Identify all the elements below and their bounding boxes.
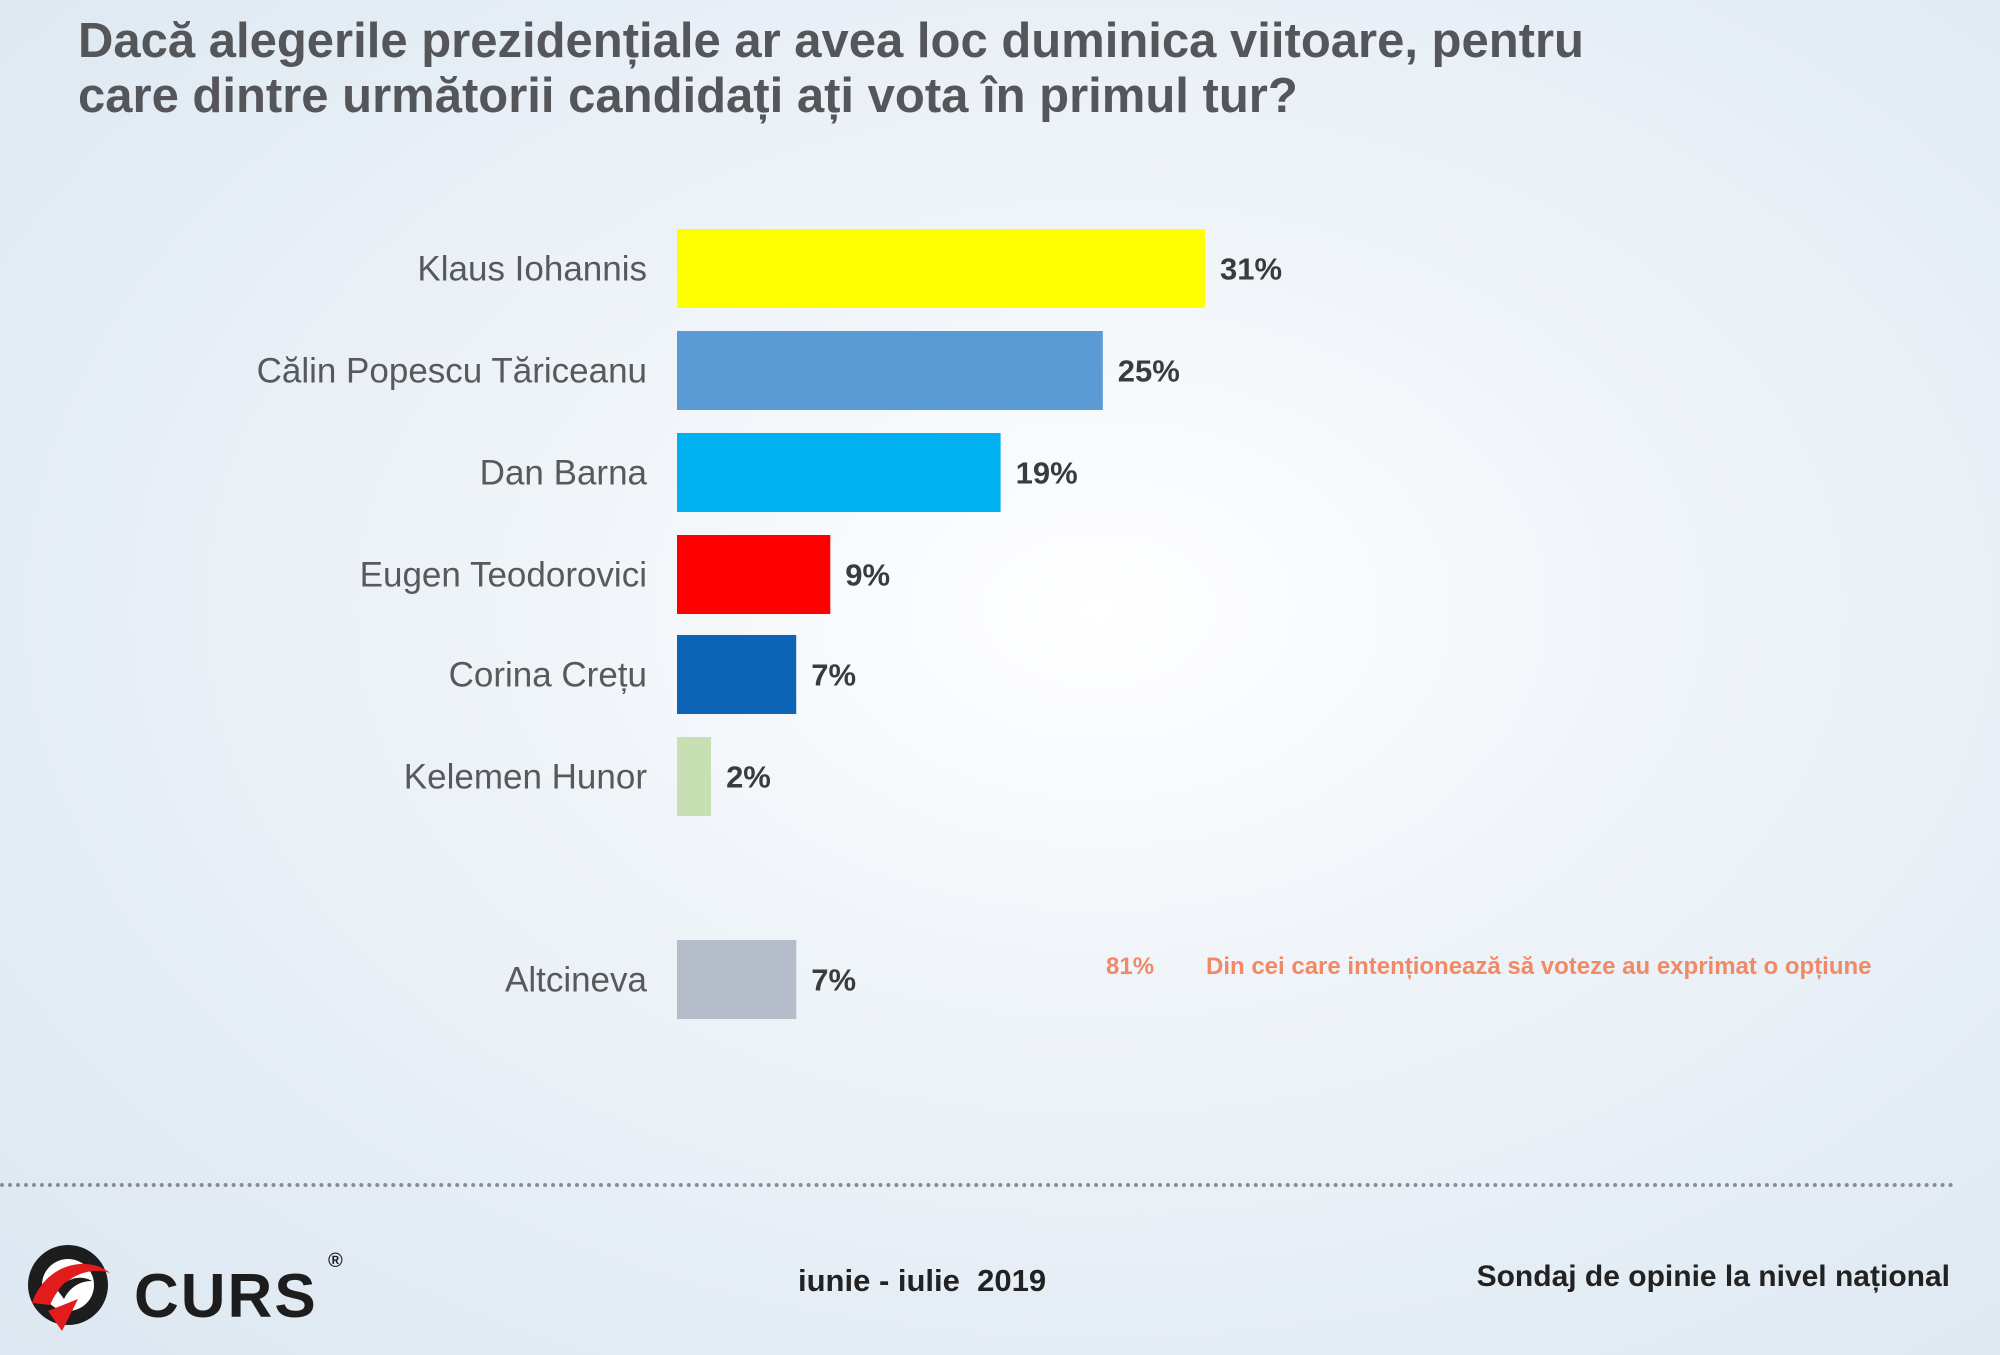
- curs-logo-graphic: CURS ®: [28, 1245, 343, 1331]
- value-label-klaus-iohannis: 31%: [1220, 252, 1282, 287]
- value-label-eugen-teodorovici: 9%: [845, 558, 890, 593]
- bar-eugen-teodorovici: [677, 535, 831, 614]
- category-label-altcineva: Altcineva: [505, 961, 648, 1000]
- category-label-dan-barna: Dan Barna: [480, 454, 648, 493]
- chart-title-line-2: care dintre următorii candidați ați vota…: [78, 69, 1298, 123]
- survey-period: iunie - iulie 2019: [798, 1263, 1047, 1298]
- category-label-calin-popescu-tariceanu: Călin Popescu Tăriceanu: [257, 352, 647, 391]
- bar-dan-barna: [677, 433, 1001, 512]
- note-text: Din cei care intenționează să voteze au …: [1206, 953, 1872, 980]
- value-label-altcineva: 7%: [811, 963, 856, 998]
- bar-chart: Klaus Iohannis 31% Călin Popescu Tăriceanu…: [257, 229, 1282, 1019]
- value-label-corina-cretu: 7%: [811, 658, 856, 693]
- value-label-dan-barna: 19%: [1016, 456, 1078, 491]
- bar-klaus-iohannis: [677, 229, 1205, 308]
- curs-logo: CURS ®: [18, 1233, 358, 1348]
- value-label-calin-popescu-tariceanu: 25%: [1118, 354, 1180, 389]
- curs-logo-text: CURS: [134, 1262, 318, 1331]
- curs-logo-registered: ®: [328, 1250, 343, 1272]
- category-label-corina-cretu: Corina Crețu: [449, 656, 647, 695]
- chart-title: Dacă alegerile prezidențiale ar avea loc…: [78, 14, 1778, 124]
- category-label-klaus-iohannis: Klaus Iohannis: [417, 250, 647, 289]
- category-label-kelemen-hunor: Kelemen Hunor: [404, 758, 648, 797]
- survey-description: Sondaj de opinie la nivel național: [1476, 1260, 1950, 1293]
- category-label-eugen-teodorovici: Eugen Teodorovici: [360, 556, 647, 595]
- note-value: 81%: [1106, 953, 1155, 980]
- bar-calin-popescu-tariceanu: [677, 331, 1103, 410]
- bar-corina-cretu: [677, 635, 797, 714]
- bar-kelemen-hunor: [677, 737, 712, 816]
- footer-divider: [0, 1183, 1955, 1187]
- curs-logo-icon: [28, 1245, 110, 1331]
- bar-altcineva: [677, 940, 797, 1019]
- value-label-kelemen-hunor: 2%: [726, 760, 771, 795]
- chart-title-line-1: Dacă alegerile prezidențiale ar avea loc…: [78, 14, 1584, 68]
